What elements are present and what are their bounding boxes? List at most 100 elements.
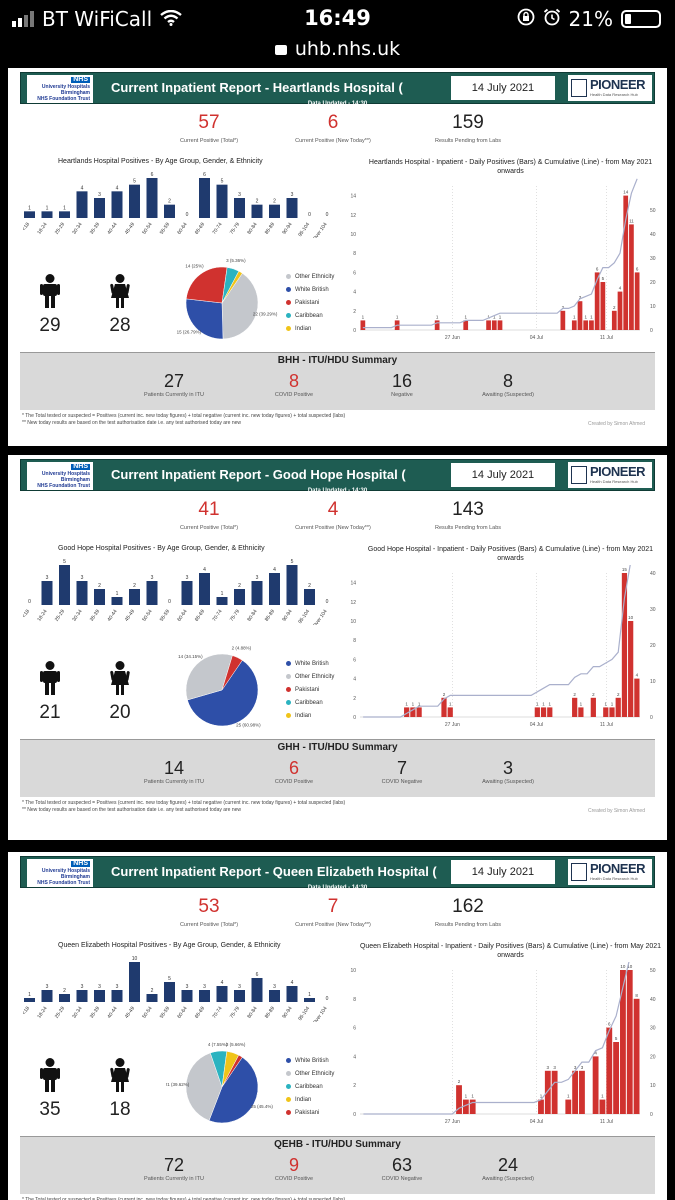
age-tick-label: 70-74	[211, 609, 223, 623]
daily-bar-label: 1	[412, 701, 415, 706]
legend-item[interactable]: Caribbean	[286, 1080, 334, 1093]
age-bar	[251, 204, 263, 218]
legend-item[interactable]: Caribbean	[286, 309, 334, 322]
age-bar	[94, 589, 105, 605]
daily-bar	[441, 697, 447, 717]
age-bar	[199, 573, 210, 605]
age-tick-label: 85-89	[264, 609, 276, 623]
daily-bar-label: 1	[436, 314, 439, 319]
daily-bar-label: 1	[567, 1094, 570, 1099]
age-tick-label: 35-39	[89, 609, 101, 623]
ethnicity-pie-chart: 22 (39.29%) 15 (26.79%) 14 (25%) 3 (5.36%)	[177, 258, 278, 340]
age-chart-title: Good Hope Hospital Positives - By Age Gr…	[58, 545, 265, 552]
age-tick-label: 40-44	[106, 609, 118, 623]
ethnicity-legend: White British Other Ethnicity Caribbean Ind…	[286, 1054, 334, 1119]
daily-bar	[609, 707, 615, 717]
age-tick-label: 65-69	[194, 222, 206, 236]
age-tick-label: 50-54	[141, 609, 153, 623]
daily-bar-label: 2	[443, 692, 446, 697]
daily-bar-label: 1	[601, 1094, 604, 1099]
legend-item[interactable]: Pakistani	[286, 683, 334, 696]
age-bar-label: 3	[238, 192, 241, 198]
legend-item[interactable]: White British	[286, 1054, 334, 1067]
age-bar-label: 1	[28, 205, 31, 211]
battery-icon	[621, 10, 661, 28]
age-bar-label: 5	[221, 179, 224, 185]
age-bar	[111, 191, 123, 218]
legend-item[interactable]: Caribbean	[286, 696, 334, 709]
daily-bar-label: 11	[629, 218, 634, 223]
age-tick-label: 95-104	[297, 222, 311, 238]
age-tick-label: 55-59	[159, 609, 171, 623]
daily-bar-label: 6	[636, 266, 639, 271]
wifi-icon	[160, 7, 182, 31]
age-bar	[41, 581, 53, 605]
y-tick-label: 8	[353, 997, 356, 1003]
kpi-pending: 162 Results Pending from Labs	[434, 896, 502, 928]
age-bar	[234, 198, 245, 218]
legend-dot	[286, 700, 291, 705]
age-bar-label: 2	[151, 988, 154, 994]
kpi-current-positive: 57 Current Positive (Total*)	[179, 112, 239, 144]
daily-bar-label: 1	[465, 1094, 468, 1099]
pie-slice	[185, 266, 228, 304]
y-tick-label: 8	[353, 638, 356, 644]
legend-item[interactable]: White British	[286, 657, 334, 670]
legend-item[interactable]: Indian	[286, 322, 334, 335]
report-date: 14 July 2021	[451, 463, 555, 487]
age-tick-label: 90-94	[281, 222, 293, 236]
daily-bar	[579, 1070, 585, 1114]
clock: 16:49	[304, 6, 371, 30]
itu-covid-positive: 9 COVID Positive	[274, 1155, 314, 1182]
daily-bar-label: 15	[622, 567, 628, 572]
legend-item[interactable]: Indian	[286, 1093, 334, 1106]
x-tick-label: 27 Jun	[445, 335, 460, 341]
legend-item[interactable]: White British	[286, 283, 334, 296]
age-tick-label: 35-39	[89, 222, 101, 236]
daily-bar-label: 6	[596, 266, 599, 271]
age-bar-label: 2	[168, 199, 171, 205]
age-bar-label: 3	[98, 984, 101, 990]
daily-bar-label: 1	[493, 314, 496, 319]
age-tick-label: 75-79	[229, 609, 241, 623]
age-bar-label: 2	[238, 583, 241, 589]
male-count: 29	[30, 274, 70, 337]
kpi-row: 57 Current Positive (Total*) 6 Current Pos…	[8, 112, 667, 148]
legend-item[interactable]: Pakistani	[286, 296, 334, 309]
legend-item[interactable]: Other Ethnicity	[286, 670, 334, 683]
itu-patients: 27 Patients Currently in ITU	[144, 371, 204, 398]
cumulative-line	[362, 178, 638, 329]
pioneer-logo: PIONEER Health Data Research Hub	[568, 75, 652, 101]
kpi-new-today: 6 Current Positive (New Today**)	[295, 112, 371, 144]
pie-slice	[185, 298, 224, 340]
daily-bar	[603, 707, 609, 717]
itu-summary: QEHB - ITU/HDU Summary 72 Patients Curren…	[20, 1136, 655, 1194]
daily-bar-label: 14	[623, 190, 629, 195]
y-tick-label: 0	[353, 328, 356, 334]
daily-bar-label: 2	[573, 692, 576, 697]
itu-patients: 72 Patients Currently in ITU	[144, 1155, 204, 1182]
footnotes: * The Total tested or suspected = Positi…	[22, 1197, 346, 1200]
daily-bar	[491, 320, 497, 330]
legend-item[interactable]: Pakistani	[286, 1106, 334, 1119]
age-bar-label: 4	[81, 185, 84, 191]
age-bar	[269, 573, 280, 605]
report-queen-elizabeth: NHS University Hospitals Birmingham NHS Fou…	[8, 852, 667, 1200]
legend-item[interactable]: Indian	[286, 709, 334, 722]
age-tick-label: 18-24	[36, 1006, 48, 1020]
url-bar[interactable]: uhb.nhs.uk	[0, 38, 675, 64]
female-icon	[110, 274, 130, 308]
daily-bar	[611, 310, 617, 330]
daily-bar-label: 1	[540, 1094, 543, 1099]
daily-bar-label: 2	[458, 1079, 461, 1084]
age-bar	[129, 184, 140, 218]
legend-item[interactable]: Other Ethnicity	[286, 1067, 334, 1080]
legend-dot	[286, 674, 291, 679]
daily-bar	[626, 970, 633, 1114]
daily-bar-label: 1	[499, 314, 502, 319]
female-icon	[110, 1058, 130, 1092]
legend-item[interactable]: Other Ethnicity	[286, 270, 334, 283]
report-title: Current Inpatient Report - Good Hope Hos…	[111, 467, 406, 482]
daily-bar	[360, 320, 366, 330]
